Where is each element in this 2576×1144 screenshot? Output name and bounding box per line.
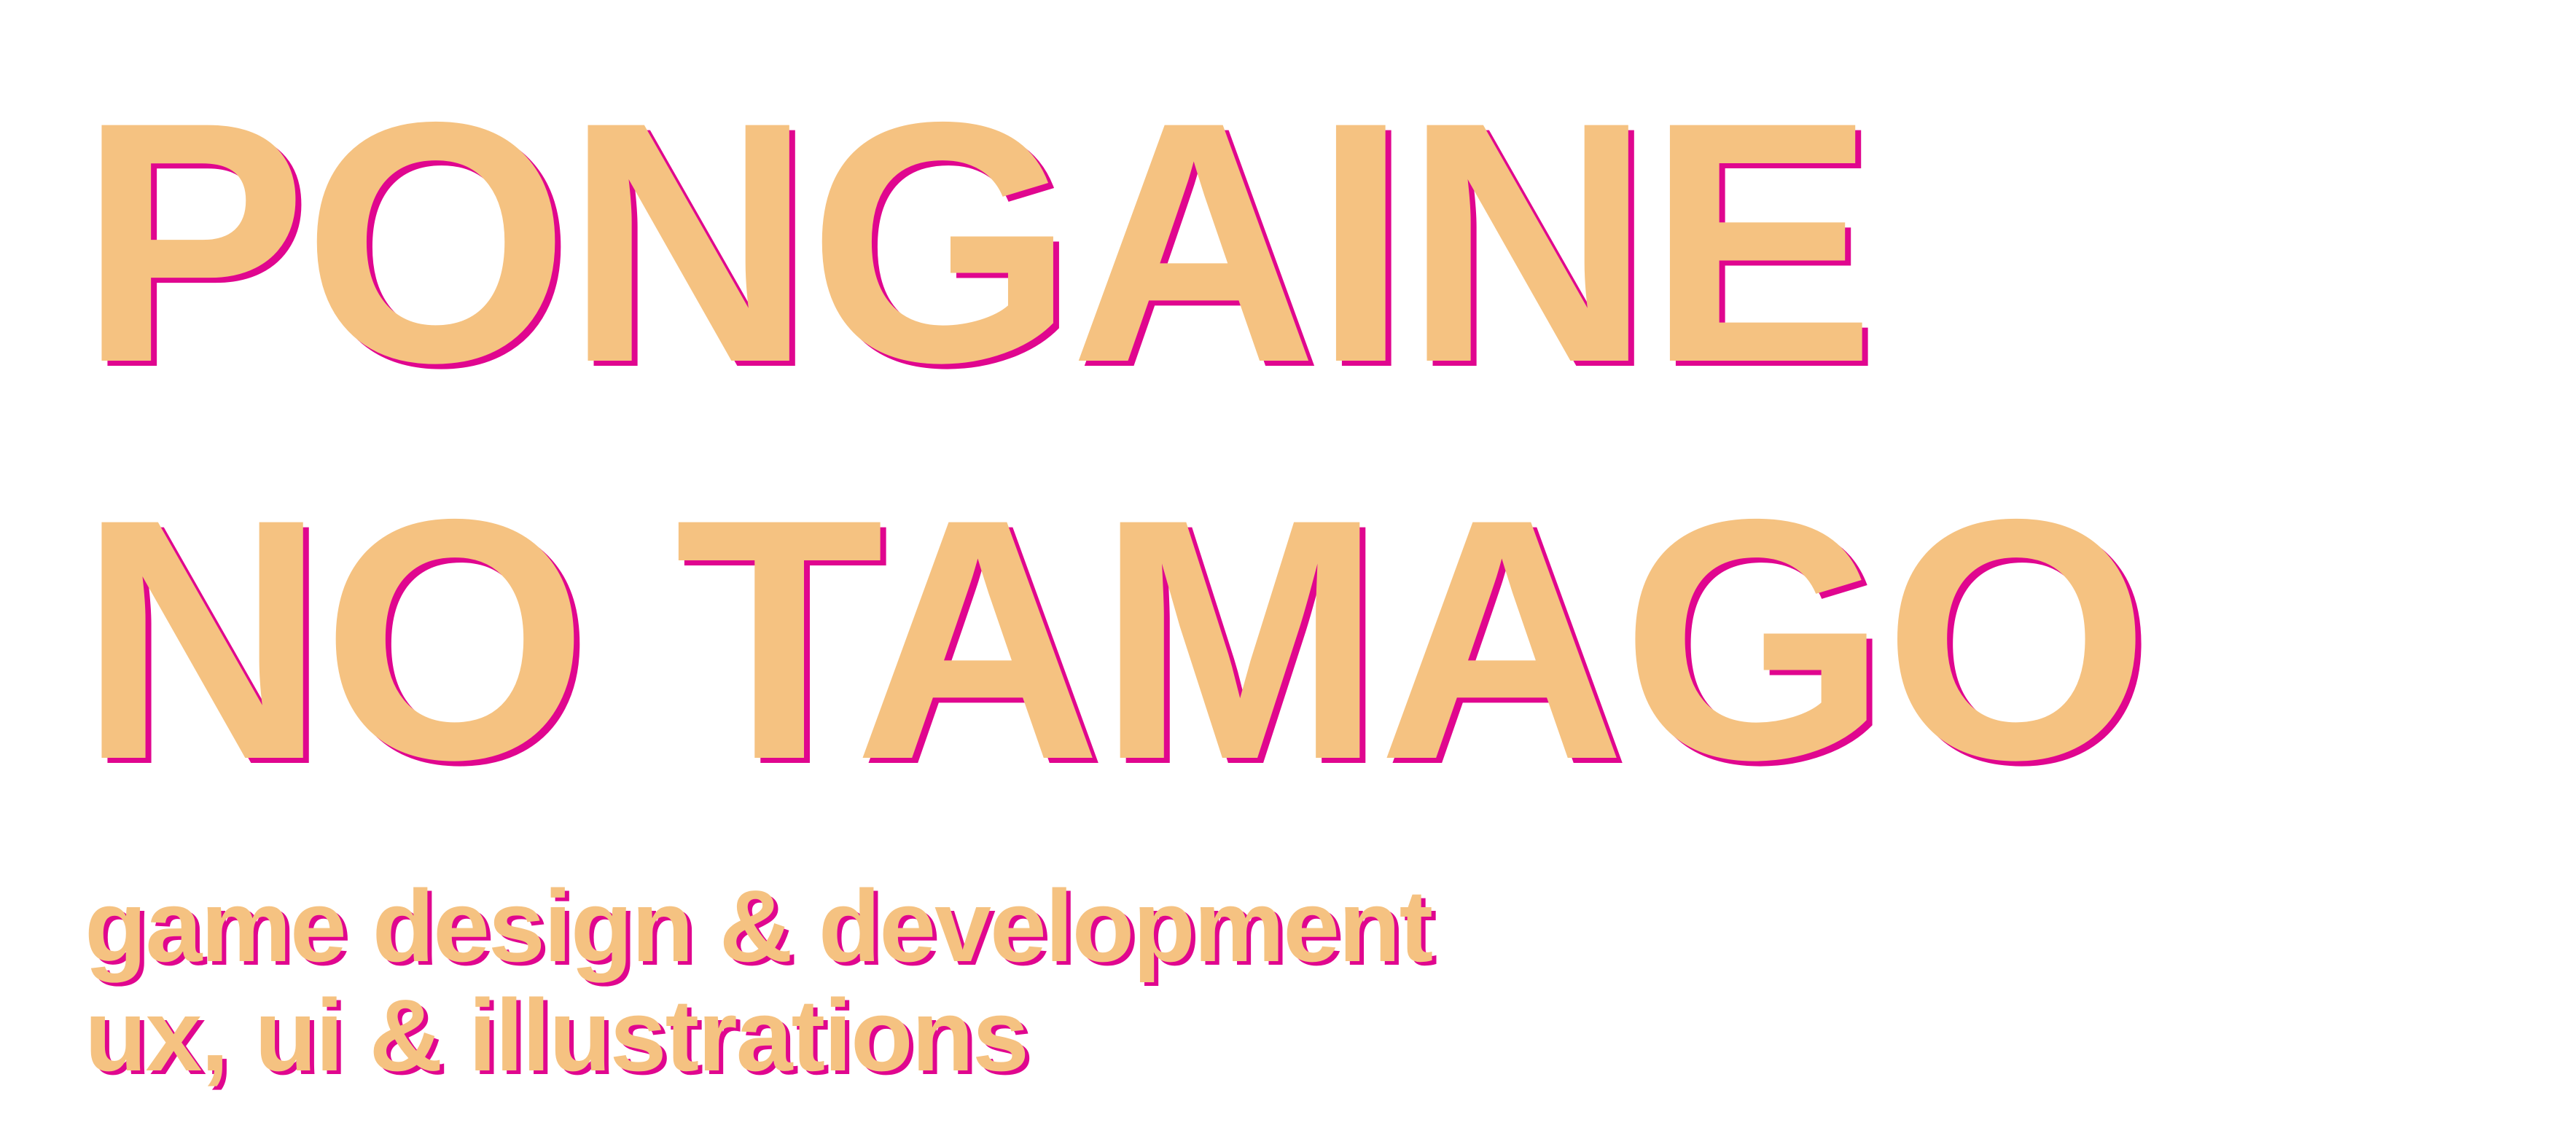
tagline-line-1: game design & development xyxy=(85,869,1433,983)
title-line-1: PONGAINE xyxy=(79,51,1876,434)
tagline: game design & development ux, ui & illus… xyxy=(85,869,1433,1092)
tagline-line-2: ux, ui & illustrations xyxy=(85,978,1029,1092)
title-line-2: NO TAMAGO xyxy=(79,448,2150,831)
hero-title: PONGAINE NO TAMAGO xyxy=(79,44,2150,838)
